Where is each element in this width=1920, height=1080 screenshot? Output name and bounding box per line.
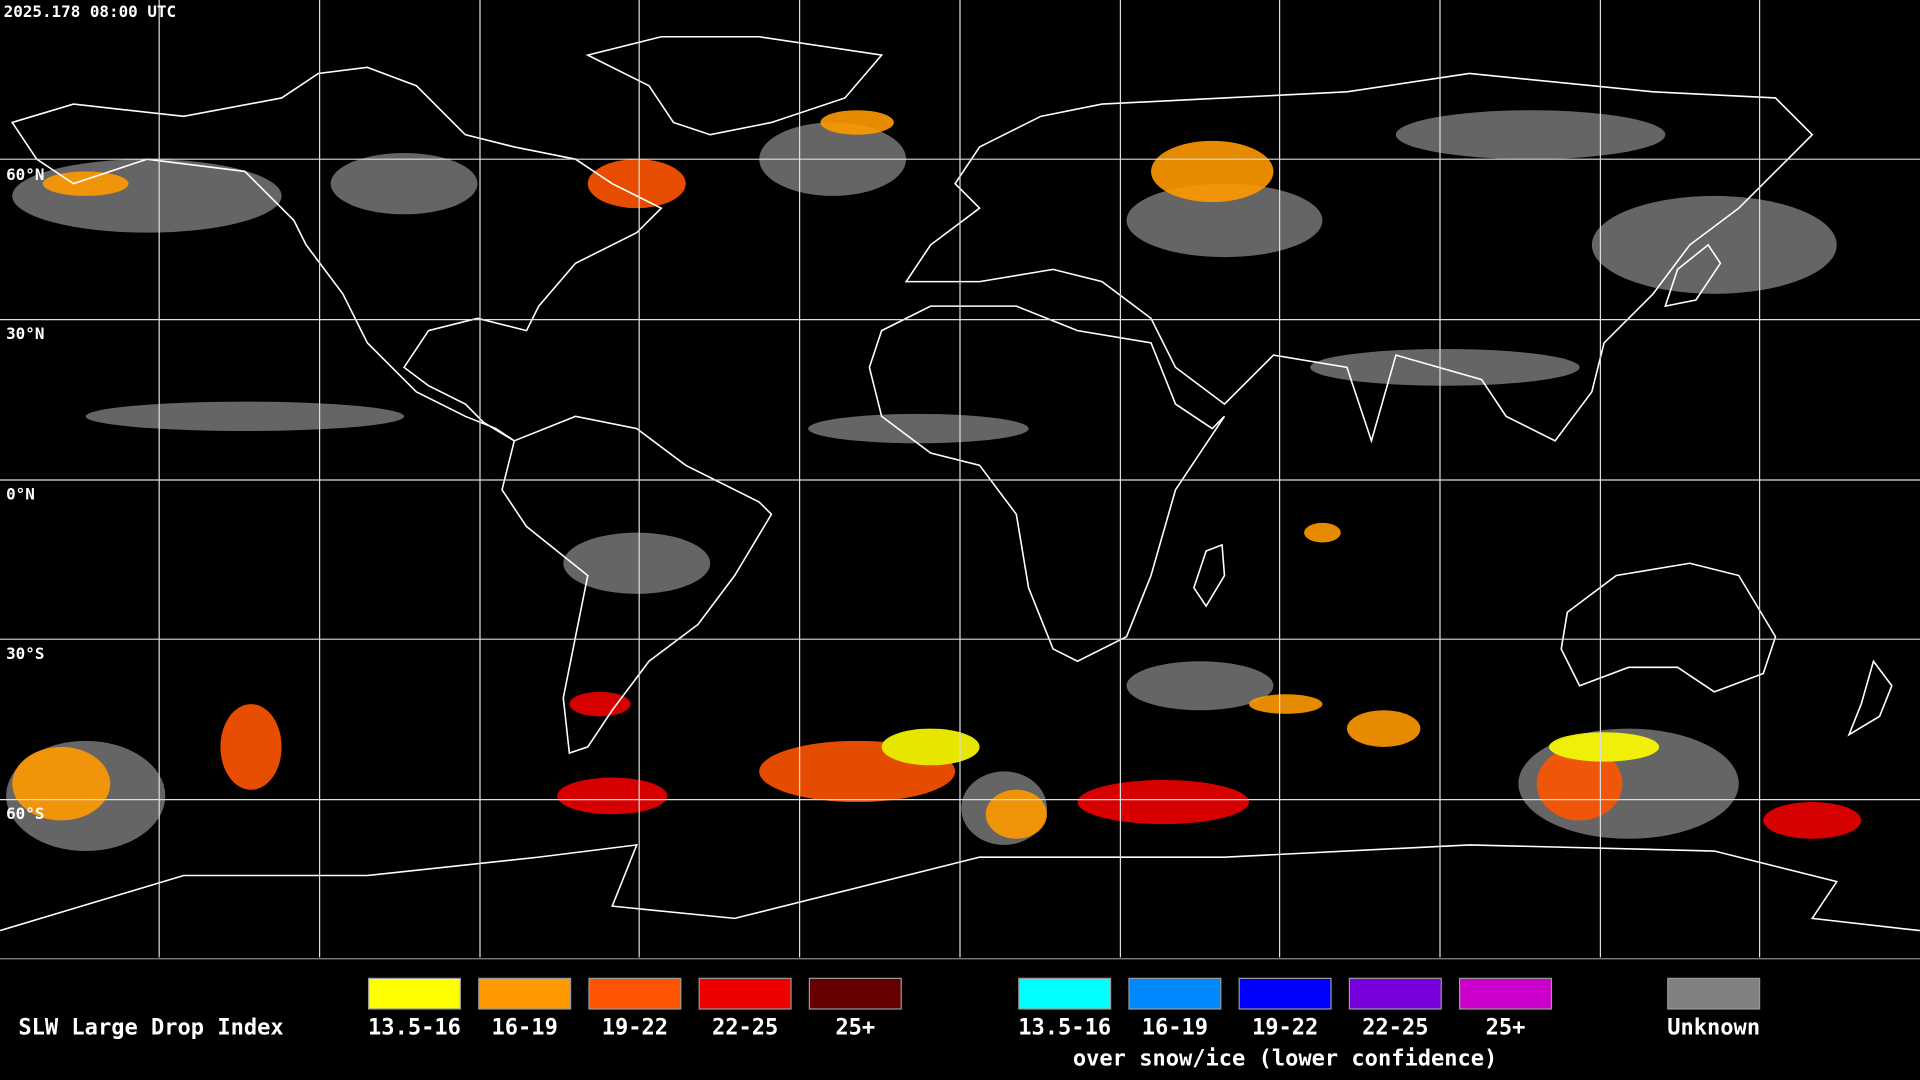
legend-swatch xyxy=(1018,977,1112,1010)
legend-label: 16-19 xyxy=(492,1016,558,1041)
cloud-field xyxy=(6,110,1862,852)
legend-swatch xyxy=(808,977,902,1010)
legend-swatch xyxy=(588,977,682,1010)
legend-label: 22-25 xyxy=(712,1016,778,1041)
legend-label: 25+ xyxy=(1486,1016,1526,1041)
legend-swatch xyxy=(367,977,462,1010)
legend-swatch xyxy=(1667,977,1761,1010)
legend-swatch xyxy=(1128,977,1222,1010)
lat-label: 0°N xyxy=(6,485,35,504)
legend-label: 25+ xyxy=(835,1016,875,1041)
legend-title: SLW Large Drop Index xyxy=(18,1016,283,1041)
lat-label: 60°S xyxy=(6,804,44,823)
lat-label: 30°N xyxy=(6,324,44,343)
legend-swatch xyxy=(1458,977,1553,1010)
legend-swatch xyxy=(698,977,792,1010)
legend-label: 13.5-16 xyxy=(368,1016,461,1041)
legend-label: 19-22 xyxy=(602,1016,668,1041)
lat-label: 30°S xyxy=(6,644,44,663)
legend: SLW Large Drop Index 13.5-16 16-19 19-22 22… xyxy=(18,977,1761,1071)
legend-label: 13.5-16 xyxy=(1018,1016,1111,1041)
legend-swatch xyxy=(1238,977,1332,1010)
legend-label: Unknown xyxy=(1667,1016,1760,1041)
coastlines xyxy=(0,35,1920,932)
graticule xyxy=(0,0,1920,958)
legend-label: 16-19 xyxy=(1142,1016,1208,1041)
legend-swatch xyxy=(1348,977,1442,1010)
lat-label: 60°N xyxy=(6,165,44,184)
legend-caption: over snow/ice (lower confidence) xyxy=(1073,1046,1497,1071)
legend-label: 22-25 xyxy=(1362,1016,1428,1041)
legend-label: 19-22 xyxy=(1252,1016,1318,1041)
legend-swatch xyxy=(478,977,572,1010)
timestamp: 2025.178 08:00 UTC xyxy=(4,2,176,21)
